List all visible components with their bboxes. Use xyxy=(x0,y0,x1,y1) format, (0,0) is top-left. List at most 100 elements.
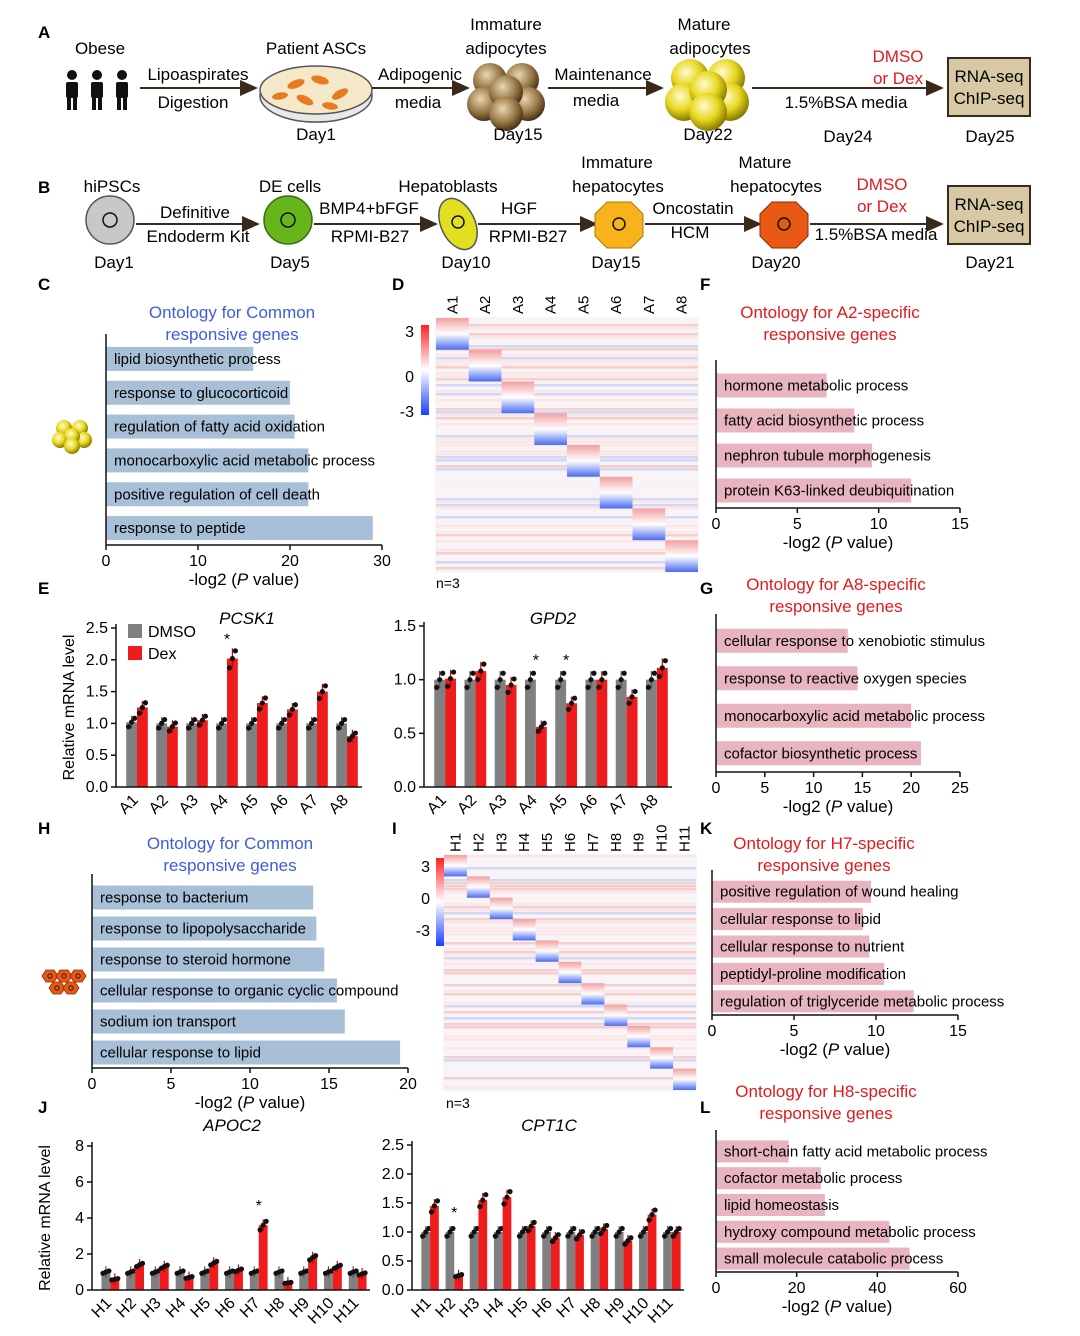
bar-dmso xyxy=(434,679,446,787)
panel-a-bsa-media: 1.5%BSA media xyxy=(785,93,908,112)
replicate-dot xyxy=(254,1268,260,1274)
heatmap-column-label: A7 xyxy=(641,296,658,314)
replicate-dot xyxy=(444,683,451,689)
heatmap-d-color-scale xyxy=(421,325,429,415)
heatmap-block-up xyxy=(567,445,600,461)
heatmap-row xyxy=(436,528,698,531)
x-tick-label: H11 xyxy=(331,1295,363,1327)
replicate-dot xyxy=(525,1228,531,1234)
y-tick-label: 2.0 xyxy=(86,652,108,669)
heatmap-row xyxy=(444,951,696,954)
heatmap-row xyxy=(436,411,698,414)
replicate-dot xyxy=(670,1233,676,1239)
heatmap-block-up xyxy=(534,413,567,430)
heatmap-row xyxy=(444,891,696,894)
chart-title: Ontology for A8-specific xyxy=(746,575,926,594)
replicate-dot xyxy=(588,677,594,683)
heatmap-row xyxy=(436,561,698,564)
heatmap-row xyxy=(436,558,698,561)
y-tick-label: 1.5 xyxy=(382,1195,404,1212)
bar-dmso xyxy=(150,1272,160,1290)
heatmap-row xyxy=(444,873,696,876)
heatmap-row xyxy=(444,1080,696,1083)
bar xyxy=(712,908,863,931)
heatmap-row xyxy=(436,381,698,384)
bar xyxy=(716,1167,821,1190)
replicate-dot xyxy=(480,1197,486,1203)
chart-title: Ontology for Common xyxy=(147,834,313,853)
bar-dex xyxy=(623,1240,633,1290)
heatmap-row xyxy=(436,396,698,399)
bar xyxy=(716,408,855,433)
significance-star: * xyxy=(451,1205,457,1222)
panel-a-day25: Day25 xyxy=(965,127,1014,146)
heatmap-row xyxy=(444,918,696,921)
replicate-dot xyxy=(616,1229,622,1235)
bar-label: nephron tubule morphogenesis xyxy=(724,448,931,465)
x-tick-label: 15 xyxy=(854,780,872,797)
bar-dex xyxy=(258,1225,268,1290)
x-tick-label: 0 xyxy=(712,1280,721,1297)
x-tick-label: 0 xyxy=(88,1076,97,1093)
x-tick-label: H4 xyxy=(481,1295,508,1322)
bar-dmso xyxy=(276,723,287,787)
heatmap-d-scale-max: 3 xyxy=(405,324,414,341)
bar-dex xyxy=(526,1226,536,1290)
replicate-dot xyxy=(219,720,225,727)
bar-label: protein K63-linked deubiquitination xyxy=(724,483,954,500)
bar xyxy=(716,628,848,653)
heatmap-row xyxy=(444,906,696,909)
x-tick-label: A7 xyxy=(296,792,322,818)
replicate-dot xyxy=(507,1189,513,1195)
bar-dex xyxy=(566,703,578,787)
heatmap-row xyxy=(436,516,698,519)
heatmap-row xyxy=(444,993,696,996)
heatmap-block-up xyxy=(599,476,633,493)
replicate-dot xyxy=(500,670,506,676)
bar-dex xyxy=(308,1257,318,1290)
x-tick-label: H8 xyxy=(262,1295,289,1322)
bar-dex xyxy=(357,1273,367,1290)
replicate-dot xyxy=(478,668,484,674)
replicate-dot xyxy=(423,1229,429,1235)
bar-dmso xyxy=(542,1232,551,1290)
replicate-dot xyxy=(568,700,575,706)
replicate-dot xyxy=(252,716,258,723)
heatmap-row xyxy=(444,1044,696,1047)
heatmap-row xyxy=(444,1077,696,1080)
bar-dex xyxy=(475,671,487,787)
immature-hepatocyte-icon xyxy=(594,201,644,249)
x-tick-label: H3 xyxy=(457,1295,484,1322)
heatmap-row xyxy=(436,354,698,357)
replicate-dot xyxy=(661,1233,668,1239)
bar-dmso xyxy=(324,1272,333,1290)
heatmap-row xyxy=(444,855,696,858)
qpcr-chart-cpt1c: CPT1CH1*H2H3H4H5H6H7H8H9H10H110.00.51.01… xyxy=(382,1116,684,1328)
replicate-dot xyxy=(229,655,235,662)
replicate-dot xyxy=(172,720,178,726)
x-tick-label: 0 xyxy=(708,1023,717,1040)
bar-dmso xyxy=(126,1272,136,1290)
x-tick-label: H3 xyxy=(138,1295,165,1322)
x-tick-label: 40 xyxy=(868,1280,886,1297)
replicate-dot xyxy=(592,1229,598,1235)
panel-b-rnaseq: RNA-seq xyxy=(955,195,1024,214)
x-tick-label: 10 xyxy=(805,780,823,797)
replicate-dot xyxy=(444,1233,450,1239)
mature-adipocytes-label-2: adipocytes xyxy=(669,39,750,58)
heatmap-block-up xyxy=(627,1025,651,1037)
bar xyxy=(106,380,290,405)
heatmap-row xyxy=(436,378,698,381)
panel-b-seq-box xyxy=(947,185,1031,245)
chart-title: Ontology for A2-specific xyxy=(740,303,920,322)
bar-dmso xyxy=(524,679,536,787)
heatmap-row xyxy=(436,543,698,546)
ontology-chart-l: Ontology for H8-specific responsive genes… xyxy=(712,1082,988,1316)
heatmap-row xyxy=(444,1068,696,1071)
heatmap-column-label: A8 xyxy=(674,296,691,314)
heatmap-row xyxy=(436,366,698,369)
panel-a-day24: Day24 xyxy=(823,127,872,146)
x-tick-label: 5 xyxy=(167,1076,176,1093)
bar-dmso xyxy=(493,1232,503,1290)
x-tick-label: A8 xyxy=(636,792,662,818)
